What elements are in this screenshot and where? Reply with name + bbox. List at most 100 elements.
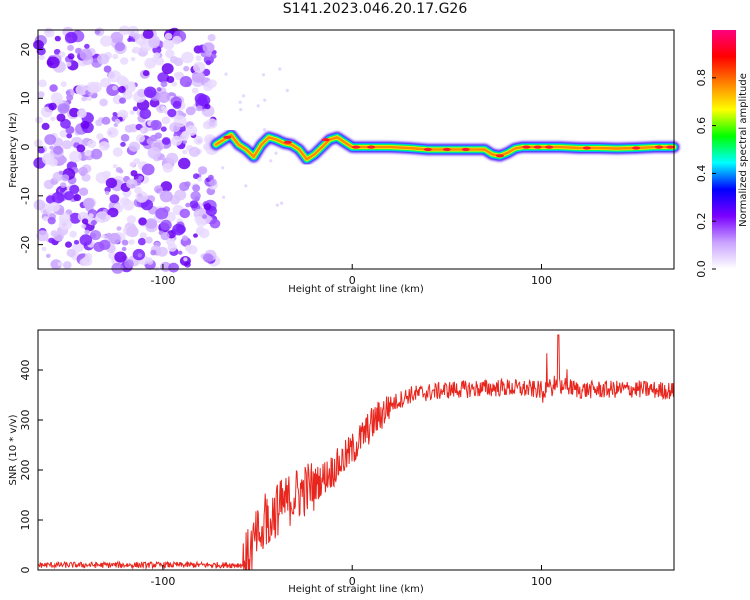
- noise-speckle: [221, 166, 225, 170]
- noise-speckle: [48, 102, 57, 111]
- noise-speckle: [154, 185, 163, 194]
- noise-speckle: [82, 197, 95, 209]
- snr-y-axis: 0 100 200 300 400: [19, 360, 43, 574]
- noise-speckle: [182, 235, 188, 241]
- noise-speckle: [184, 244, 193, 252]
- noise-speckle: [80, 171, 86, 177]
- noise-speckle: [112, 147, 123, 157]
- noise-speckle: [202, 42, 215, 53]
- noise-speckle: [95, 211, 109, 224]
- noise-speckle: [138, 217, 147, 226]
- ridge-peak-spot: [545, 145, 554, 149]
- noise-speckle: [48, 237, 55, 244]
- noise-speckle: [110, 31, 124, 44]
- noise-speckle: [95, 119, 103, 127]
- noise-speckle: [69, 184, 80, 194]
- noise-speckle: [126, 178, 138, 189]
- noise-speckle: [112, 112, 118, 117]
- noise-speckle: [172, 100, 182, 109]
- ridge-peak-spot: [442, 147, 451, 152]
- page-title: S141.2023.046.20.17.G26: [282, 1, 468, 17]
- noise-speckle: [222, 195, 226, 199]
- noise-speckle: [132, 32, 141, 40]
- noise-speckle: [38, 54, 45, 61]
- noise-speckle: [59, 187, 66, 193]
- noise-speckle: [161, 63, 174, 75]
- noise-speckle: [204, 103, 211, 110]
- noise-speckle: [66, 133, 73, 139]
- y-tick-label: 0: [19, 144, 32, 151]
- noise-speckle: [110, 129, 116, 135]
- noise-speckle: [159, 190, 173, 203]
- noise-speckle: [129, 110, 135, 115]
- noise-speckle: [99, 98, 108, 107]
- noise-speckle: [263, 98, 267, 102]
- ridge-peak-spot: [522, 145, 531, 149]
- noise-speckle: [114, 42, 126, 52]
- noise-speckle: [166, 76, 175, 83]
- noise-speckle: [46, 56, 60, 69]
- y-tick-label: 20: [19, 43, 32, 57]
- noise-speckle: [105, 190, 110, 195]
- ridge-peak-spot: [654, 145, 663, 149]
- noise-speckle: [81, 96, 87, 102]
- noise-speckle: [103, 65, 112, 73]
- noise-speckle: [128, 141, 140, 152]
- noise-speckle-layer: [33, 25, 291, 274]
- noise-speckle: [66, 94, 74, 101]
- noise-speckle: [69, 151, 82, 163]
- noise-speckle: [69, 230, 77, 238]
- noise-speckle: [72, 242, 84, 253]
- snr-panel: -100 0 100 0 100 200 300 400 Height of straigh…: [8, 329, 675, 595]
- noise-speckle: [205, 60, 212, 66]
- noise-speckle: [193, 61, 206, 73]
- noise-speckle: [84, 43, 90, 49]
- ridge-peak-spot: [495, 154, 504, 158]
- noise-speckle: [145, 236, 153, 244]
- colorbar-tick-label: 0.8: [695, 69, 708, 87]
- noise-speckle: [127, 37, 132, 43]
- noise-speckle: [45, 253, 51, 258]
- noise-speckle: [54, 35, 61, 42]
- x-tick-label: -100: [150, 575, 175, 588]
- noise-speckle: [36, 230, 49, 242]
- noise-speckle: [87, 139, 97, 149]
- noise-speckle: [102, 170, 111, 179]
- noise-speckle: [91, 220, 97, 226]
- noise-speckle: [60, 81, 67, 87]
- noise-speckle: [66, 248, 76, 258]
- noise-speckle: [130, 56, 136, 62]
- noise-speckle: [157, 91, 171, 103]
- noise-speckle: [181, 51, 194, 64]
- y-tick-label: 0: [19, 567, 32, 574]
- noise-speckle: [141, 163, 155, 176]
- noise-speckle: [262, 128, 267, 132]
- noise-speckle: [79, 234, 93, 246]
- noise-speckle: [261, 73, 266, 77]
- noise-speckle: [84, 149, 92, 157]
- noise-speckle: [37, 146, 45, 154]
- noise-speckle: [132, 106, 138, 112]
- noise-speckle: [49, 84, 58, 92]
- ridge-peak-spot: [223, 135, 232, 139]
- noise-speckle: [171, 135, 183, 146]
- noise-speckle: [76, 109, 87, 118]
- noise-speckle: [194, 216, 203, 224]
- noise-speckle: [137, 253, 143, 258]
- noise-speckle: [57, 103, 70, 114]
- noise-speckle: [148, 38, 160, 49]
- noise-speckle: [75, 47, 82, 55]
- spectrogram-y-axis: -20 -10 0 10 20: [19, 43, 43, 254]
- noise-speckle: [161, 116, 171, 125]
- noise-speckle: [120, 141, 126, 147]
- noise-speckle: [79, 48, 93, 61]
- noise-speckle: [178, 72, 184, 78]
- noise-speckle: [179, 208, 191, 219]
- noise-speckle: [69, 107, 80, 118]
- noise-speckle: [161, 137, 171, 145]
- noise-speckle: [140, 127, 145, 132]
- noise-speckle: [44, 134, 57, 145]
- noise-speckle: [42, 216, 49, 222]
